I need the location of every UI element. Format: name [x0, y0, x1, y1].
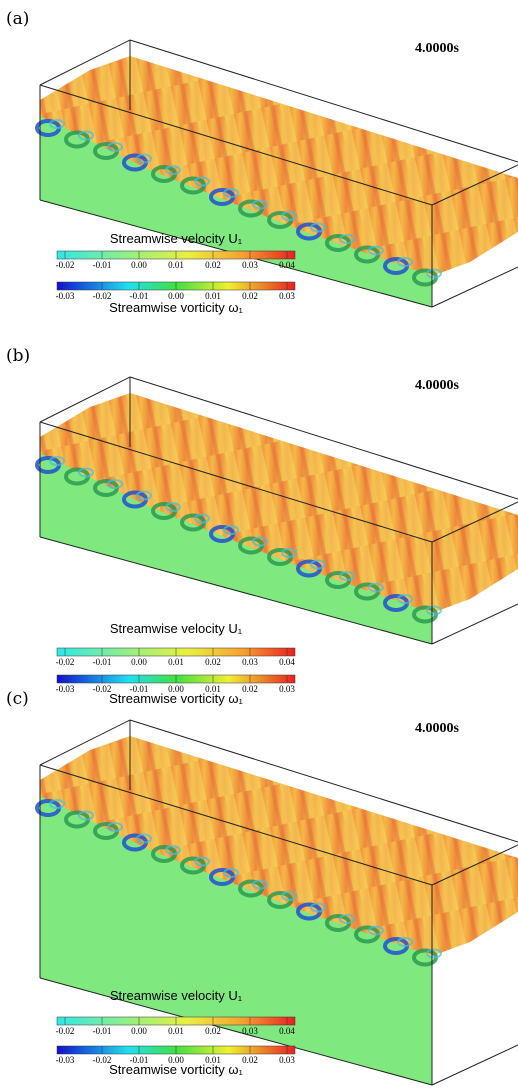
- colorbar-tick-label: 0.03: [242, 260, 258, 270]
- colorbar-tick-label: -0.01: [130, 1055, 149, 1065]
- colorbar-tick-label: -0.01: [93, 1026, 112, 1036]
- colorbar-tick-label: 0.02: [242, 291, 258, 301]
- colorbar-tick-label: -0.03: [56, 291, 75, 301]
- colorbar-tick-label: -0.01: [130, 291, 149, 301]
- time-label: 4.0000s: [415, 721, 460, 736]
- colorbar-tick-label: -0.01: [93, 260, 112, 270]
- colorbar-tick-label: 0.01: [168, 260, 184, 270]
- colorbar-tick-label: -0.03: [56, 684, 75, 694]
- colorbar-title: Streamwise vorticity ω₁: [109, 300, 243, 315]
- colorbar-tick-label: 0.04: [279, 260, 295, 270]
- panel: (a) 4.0000s Streamwise velocity U₁ -0.02 -0.…: [6, 9, 518, 315]
- colorbar-tick-label: -0.02: [56, 1026, 75, 1036]
- colorbar-tick-label: 0.01: [168, 1026, 184, 1036]
- panel-label: (b): [6, 346, 30, 366]
- colorbar-tick-label: 0.03: [279, 291, 295, 301]
- figure: (a) 4.0000s Streamwise velocity U₁ -0.02 -0.…: [0, 0, 518, 1090]
- panel-label: (a): [6, 9, 29, 29]
- colorbar-tick-label: 0.02: [242, 684, 258, 694]
- box-edge: [432, 604, 518, 644]
- panel-label: (c): [6, 689, 29, 709]
- colorbar-tick-label: -0.02: [93, 684, 112, 694]
- colorbar-tick-label: 0.04: [279, 657, 295, 667]
- colorbar-tick-label: -0.01: [93, 657, 112, 667]
- box-edge: [432, 1045, 518, 1085]
- colorbar-tick-label: -0.02: [93, 291, 112, 301]
- colorbar-tick-label: 0.00: [168, 1055, 184, 1065]
- colorbar-tick-label: 0.00: [131, 260, 147, 270]
- time-label: 4.0000s: [415, 41, 460, 56]
- panel: (c) 4.0000s Streamwise velocity U₁ -0.02 -0.…: [6, 689, 518, 1085]
- colorbar-tick-label: 0.02: [242, 1055, 258, 1065]
- colorbar-tick-label: -0.02: [56, 260, 75, 270]
- colorbar-title: Streamwise velocity U₁: [110, 231, 243, 246]
- colorbar-tick-label: 0.01: [205, 1055, 221, 1065]
- colorbar-tick-label: 0.03: [242, 657, 258, 667]
- colorbar-title: Streamwise velocity U₁: [110, 988, 243, 1003]
- box-edge: [432, 267, 518, 307]
- colorbar-tick-label: -0.01: [130, 684, 149, 694]
- colorbar-tick-label: 0.02: [205, 260, 221, 270]
- colorbar-tick-label: -0.02: [56, 657, 75, 667]
- colorbar-tick-label: 0.01: [168, 657, 184, 667]
- colorbar-tick-label: -0.02: [93, 1055, 112, 1065]
- colorbar-tick-label: 0.03: [279, 1055, 295, 1065]
- colorbar-tick-label: 0.01: [205, 684, 221, 694]
- colorbar-title: Streamwise velocity U₁: [110, 621, 243, 636]
- time-label: 4.0000s: [415, 378, 460, 393]
- colorbar-tick-label: 0.00: [131, 657, 147, 667]
- colorbar-tick-label: 0.00: [131, 1026, 147, 1036]
- colorbar-tick-label: 0.02: [205, 1026, 221, 1036]
- colorbar-tick-label: 0.00: [168, 684, 184, 694]
- colorbar-tick-label: 0.03: [242, 1026, 258, 1036]
- colorbar-tick-label: 0.03: [279, 684, 295, 694]
- colorbar-tick-label: 0.00: [168, 291, 184, 301]
- colorbar-tick-label: 0.01: [205, 291, 221, 301]
- colorbar-tick-label: 0.02: [205, 657, 221, 667]
- colorbar-tick-label: 0.04: [279, 1026, 295, 1036]
- panel: (b) 4.0000s Streamwise velocity U₁ -0.02 -0.…: [6, 346, 518, 706]
- colorbar-tick-label: -0.03: [56, 1055, 75, 1065]
